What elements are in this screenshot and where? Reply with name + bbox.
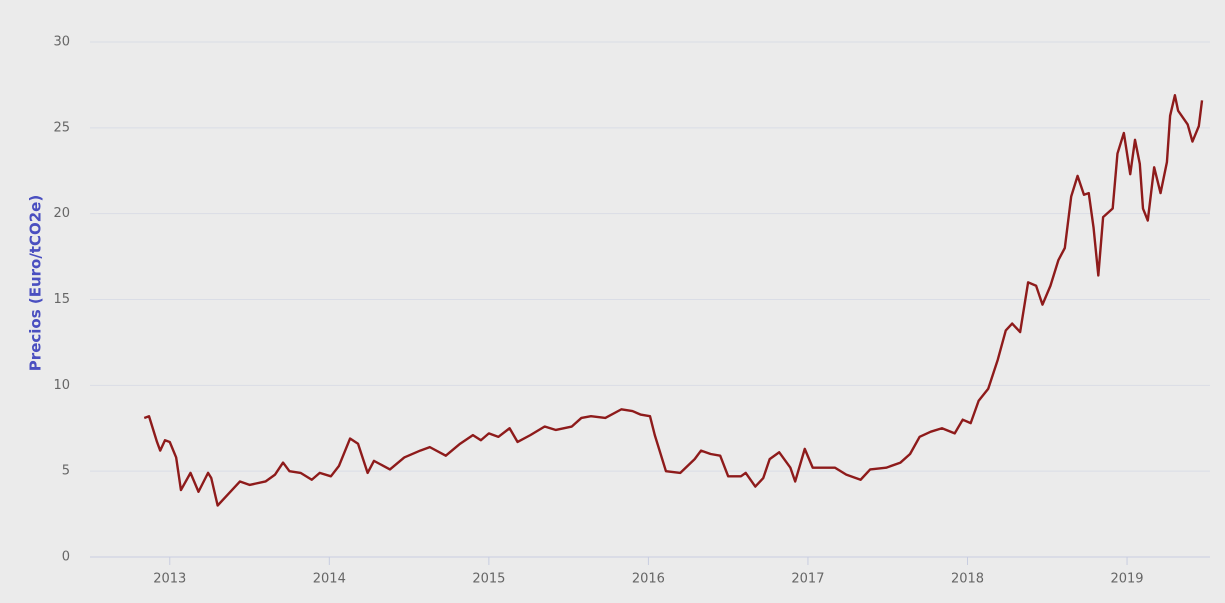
x-tick-label: 2018 <box>951 572 984 587</box>
x-tick-label: 2017 <box>791 572 824 587</box>
x-tick-label: 2016 <box>632 572 665 587</box>
y-tick-label: 20 <box>53 206 70 221</box>
y-tick-label: 25 <box>53 120 70 135</box>
y-tick-label: 30 <box>53 35 70 50</box>
x-tick-label: 2013 <box>153 572 186 587</box>
y-tick-label: 5 <box>62 464 70 479</box>
x-tick-label: 2019 <box>1110 572 1143 587</box>
price-line <box>143 94 1204 507</box>
y-tick-label: 10 <box>53 378 70 393</box>
y-tick-label: 0 <box>62 550 70 565</box>
y-tick-label: 15 <box>53 292 70 307</box>
x-tick-label: 2015 <box>472 572 505 587</box>
x-tick-label: 2014 <box>313 572 346 587</box>
y-axis-label: Precios (Euro/tCO2e) <box>27 195 45 371</box>
